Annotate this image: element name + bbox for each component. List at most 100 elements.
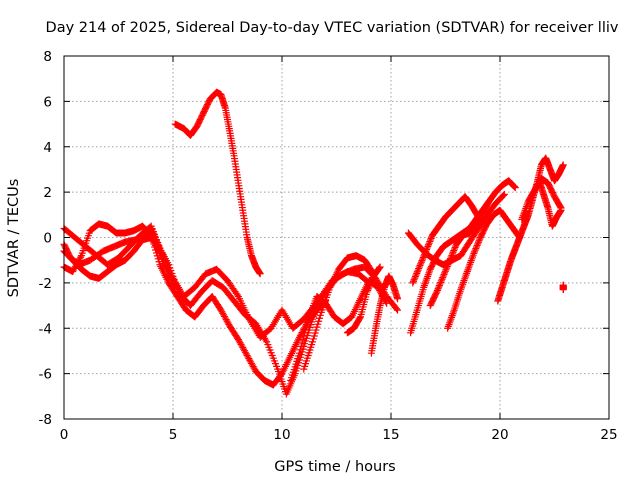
data-point [449,248,457,256]
data-point [557,206,565,214]
series-track-i [367,272,402,357]
x-tick-label: 25 [600,427,617,443]
data-point [310,332,318,340]
data-point [300,332,308,340]
data-point [411,274,419,282]
data-point [256,270,264,278]
data-point [376,263,384,271]
data-point [470,249,478,257]
data-point [303,319,311,327]
data-point [437,277,445,285]
data-point [435,283,443,291]
data-point [448,250,456,258]
data-point [471,246,479,254]
data-point [233,291,241,299]
data-point [364,285,372,293]
y-tick-label: -4 [39,321,52,337]
data-point [511,184,519,192]
data-point [363,288,371,296]
series-track-m [426,197,493,310]
data-point [309,338,317,346]
data-point [413,269,421,277]
data-point [416,261,424,269]
data-point [394,295,402,303]
data-point [450,247,458,255]
data-point [364,286,372,294]
series-track-g [300,252,378,373]
data-point [470,248,478,256]
data-point [366,280,374,288]
data-point [435,282,443,290]
data-point [451,243,459,251]
data-point [311,329,319,337]
y-tick-label: 4 [43,140,52,156]
data-point [77,253,85,261]
data-point [448,251,456,259]
series-track-a [60,224,402,398]
data-point [439,272,447,280]
data-point [155,248,163,256]
data-point [309,335,317,343]
series-track-j [407,177,519,337]
data-point [368,275,376,283]
data-point [413,268,421,276]
data-point [474,240,482,248]
data-point [441,267,449,275]
axis-ticks: 0 5 10 15 20 25 -8 -6 -4 -2 0 2 4 6 8 [39,49,618,443]
y-tick-label: 8 [43,49,52,65]
data-point [173,283,181,291]
data-point [295,349,303,357]
data-point [417,258,425,266]
data-point [472,245,480,253]
data-point [434,285,442,293]
data-point [417,260,425,268]
chart-title: Day 214 of 2025, Sidereal Day-to-day VTE… [46,20,619,36]
data-point [366,282,374,290]
data-point [499,191,507,199]
data-point [473,241,481,249]
data-point [444,261,452,269]
data-point [443,264,451,272]
data-point [368,277,376,285]
y-tick-label: 6 [43,94,52,110]
data-point [392,305,400,313]
data-point [447,253,455,261]
data-point [427,234,435,242]
data-point [445,259,453,267]
data-point [410,276,418,284]
data-point [419,253,427,261]
x-tick-label: 0 [60,427,69,443]
data-point [472,243,480,251]
data-point [412,271,420,279]
data-point [299,336,307,344]
data-point [409,277,417,285]
x-tick-label: 20 [491,427,508,443]
x-tick-label: 10 [273,427,290,443]
data-point [432,289,440,297]
data-point [375,264,383,272]
series-track-o [494,154,567,305]
data-point [296,346,304,354]
data-point [365,283,373,291]
data-point [409,279,417,287]
data-point [302,325,310,333]
y-tick-label: 0 [43,231,52,247]
data-point [302,322,310,330]
data-point [442,266,450,274]
data-point [424,242,432,250]
data-point [511,183,519,191]
data-point [313,323,321,331]
data-point [426,238,434,246]
data-points [60,88,567,398]
data-point [298,339,306,347]
data-point [414,266,422,274]
x-tick-label: 15 [382,427,399,443]
data-point [450,245,458,253]
data-point [446,256,454,264]
series-track-r [559,281,567,294]
data-point [485,197,493,205]
data-point [441,269,449,277]
y-axis-label: SDTVAR / TECUs [6,179,22,298]
data-point [440,270,448,278]
